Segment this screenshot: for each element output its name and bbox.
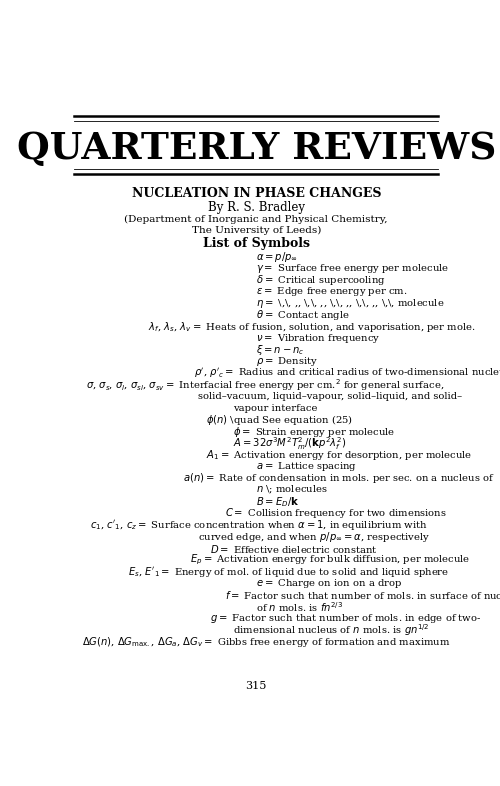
Text: vapour interface: vapour interface — [233, 404, 318, 413]
Text: $B = E_D/\mathbf{k}$: $B = E_D/\mathbf{k}$ — [256, 495, 300, 509]
Text: $\phi(n)$ \quad See equation (25): $\phi(n)$ \quad See equation (25) — [206, 413, 353, 427]
Text: $f =$ Factor such that number of mols. in surface of nucleus: $f =$ Factor such that number of mols. i… — [225, 590, 500, 601]
Text: $\lambda_f$, $\lambda_s$, $\lambda_v =$ Heats of fusion, solution, and vaporisat: $\lambda_f$, $\lambda_s$, $\lambda_v =$ … — [148, 320, 476, 333]
Text: $E_s$, $E'_1 =$ Energy of mol. of liquid due to solid and liquid sphere: $E_s$, $E'_1 =$ Energy of mol. of liquid… — [128, 565, 450, 579]
Text: $A_1 =$ Activation energy for desorption, per molecule: $A_1 =$ Activation energy for desorption… — [206, 448, 472, 462]
Text: $E_p =$ Activation energy for bulk diffusion, per molecule: $E_p =$ Activation energy for bulk diffu… — [190, 553, 471, 567]
Text: $\varepsilon =$ Edge free energy per cm.: $\varepsilon =$ Edge free energy per cm. — [256, 285, 408, 298]
Text: $\phi =$ Strain energy per molecule: $\phi =$ Strain energy per molecule — [233, 424, 396, 439]
Text: solid–vacuum, liquid–vapour, solid–liquid, and solid–: solid–vacuum, liquid–vapour, solid–liqui… — [198, 392, 462, 401]
Text: $A = 32\sigma^3 M^2 T_m^2/(\mathbf{k}p^2\lambda_f^2)$: $A = 32\sigma^3 M^2 T_m^2/(\mathbf{k}p^2… — [233, 435, 346, 452]
Text: $a =$ Lattice spacing: $a =$ Lattice spacing — [256, 461, 357, 473]
Text: (Department of Inorganic and Physical Chemistry,: (Department of Inorganic and Physical Ch… — [124, 215, 388, 224]
Text: $\rho'$, $\rho'_c =$ Radius and critical radius of two-dimensional nucleus: $\rho'$, $\rho'_c =$ Radius and critical… — [194, 366, 500, 380]
Text: $e =$ Charge on ion on a drop: $e =$ Charge on ion on a drop — [256, 577, 402, 590]
Text: $\eta =$ \,\, ,, \,\, ,, \,\, ,, \,\, ,, \,\, molecule: $\eta =$ \,\, ,, \,\, ,, \,\, ,, \,\, ,,… — [256, 297, 445, 310]
Text: NUCLEATION IN PHASE CHANGES: NUCLEATION IN PHASE CHANGES — [132, 187, 381, 200]
Text: List of Symbols: List of Symbols — [203, 237, 310, 250]
Text: $\gamma =$ Surface free energy per molecule: $\gamma =$ Surface free energy per molec… — [256, 262, 450, 274]
Text: of $n$ mols. is $fn^{2/3}$: of $n$ mols. is $fn^{2/3}$ — [256, 600, 344, 614]
Text: 315: 315 — [246, 681, 267, 691]
Text: $\alpha = p/p_\infty$: $\alpha = p/p_\infty$ — [256, 249, 298, 263]
Text: $\Delta G(n)$, $\Delta G_{\mathrm{max.}}$, $\Delta G_a$, $\Delta G_v =$ Gibbs fr: $\Delta G(n)$, $\Delta G_{\mathrm{max.}}… — [82, 635, 450, 649]
Text: $a(n) =$ Rate of condensation in mols. per sec. on a nucleus of: $a(n) =$ Rate of condensation in mols. p… — [182, 472, 494, 486]
Text: $C =$ Collision frequency for two dimensions: $C =$ Collision frequency for two dimens… — [225, 506, 447, 520]
Text: $\xi = n - n_c$: $\xi = n - n_c$ — [256, 343, 305, 357]
Text: The University of Leeds): The University of Leeds) — [192, 226, 321, 235]
Text: $c_1$, $c'_1$, $c_z =$ Surface concentration when $\alpha = 1$, in equilibrium w: $c_1$, $c'_1$, $c_z =$ Surface concentra… — [90, 518, 427, 532]
Text: dimensional nucleus of $n$ mols. is $gn^{1/2}$: dimensional nucleus of $n$ mols. is $gn^… — [233, 623, 430, 638]
Text: $D =$ Effective dielectric constant: $D =$ Effective dielectric constant — [210, 542, 378, 555]
Text: $\sigma$, $\sigma_s$, $\sigma_l$, $\sigma_{sl}$, $\sigma_{sv} =$ Interfacial fre: $\sigma$, $\sigma_s$, $\sigma_l$, $\sigm… — [86, 377, 444, 393]
Text: $\theta =$ Contact angle: $\theta =$ Contact angle — [256, 308, 350, 322]
Text: curved edge, and when $p/p_\infty = \alpha$, respectively: curved edge, and when $p/p_\infty = \alp… — [198, 530, 430, 544]
Text: $n$ \; molecules: $n$ \; molecules — [256, 484, 328, 496]
Text: $\delta =$ Critical supercooling: $\delta =$ Critical supercooling — [256, 273, 386, 287]
Text: QUARTERLY REVIEWS: QUARTERLY REVIEWS — [16, 130, 496, 167]
Text: $\rho =$ Density: $\rho =$ Density — [256, 355, 318, 368]
Text: By R. S. Bradley: By R. S. Bradley — [208, 201, 305, 214]
Text: $g =$ Factor such that number of mols. in edge of two-: $g =$ Factor such that number of mols. i… — [210, 612, 481, 625]
Text: $\nu =$ Vibration frequency: $\nu =$ Vibration frequency — [256, 332, 380, 345]
